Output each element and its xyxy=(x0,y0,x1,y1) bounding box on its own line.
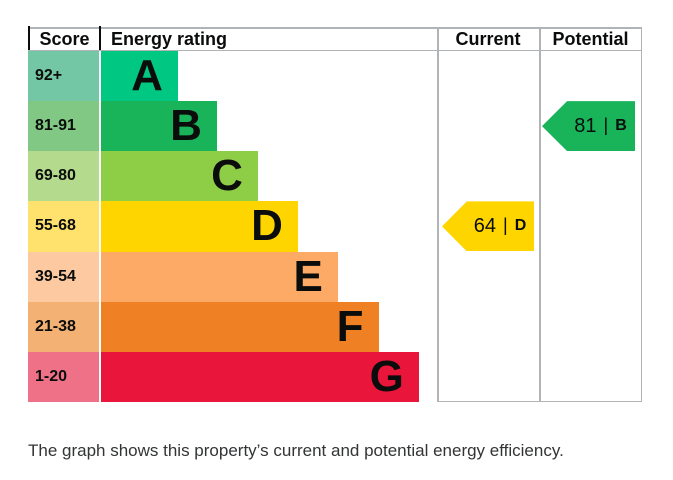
band-bar: E xyxy=(101,251,338,302)
energy-rating-column-header: Energy rating xyxy=(111,29,228,49)
band-score-range: 81-91 xyxy=(28,101,99,152)
band-letter: F xyxy=(336,301,364,351)
band-bar: G xyxy=(101,351,419,402)
band-bar-area: B xyxy=(101,101,437,152)
band-row-d: 55-68 D xyxy=(28,201,642,252)
potential-score-value: 81 xyxy=(574,114,597,137)
band-letter: D xyxy=(251,201,283,251)
band-bar-area: A xyxy=(101,51,437,102)
band-row-g: 1-20 G xyxy=(28,351,642,402)
band-bar-area: F xyxy=(101,301,437,352)
potential-column-right-border xyxy=(640,27,642,402)
potential-column-header: Potential xyxy=(552,29,629,49)
band-score-range: 39-54 xyxy=(28,251,99,302)
energy-rating-chart: Score Energy rating Current Potential 92… xyxy=(28,26,642,402)
band-letter: C xyxy=(211,151,243,201)
band-bar: F xyxy=(101,301,379,352)
band-letter: A xyxy=(131,51,163,101)
band-bar-area: D xyxy=(101,201,437,252)
score-column-header: Score xyxy=(39,29,90,49)
potential-band-letter: B xyxy=(615,117,627,135)
band-row-c: 69-80 C xyxy=(28,151,642,202)
band-bar-area: E xyxy=(101,251,437,302)
band-score-range: 1-20 xyxy=(28,351,99,402)
chart-header: Score Energy rating Current Potential xyxy=(28,29,642,50)
band-row-a: 92+ A xyxy=(28,51,642,102)
current-band-letter: D xyxy=(514,217,527,235)
potential-column-left-border xyxy=(539,27,541,402)
band-bar: C xyxy=(101,151,258,202)
current-column-left-border xyxy=(437,27,439,402)
band-row-e: 39-54 E xyxy=(28,251,642,302)
potential-separator: | xyxy=(603,114,609,135)
current-separator: | xyxy=(503,214,508,235)
score-header-right-border xyxy=(99,26,101,51)
band-row-f: 21-38 F xyxy=(28,301,642,352)
columns-bottom-border xyxy=(437,400,642,402)
band-letter: G xyxy=(369,351,404,401)
band-bar: D xyxy=(101,201,298,252)
score-header-left-border xyxy=(28,26,30,51)
band-bar-area: C xyxy=(101,151,437,202)
band-bar-area: G xyxy=(101,351,437,402)
band-score-range: 69-80 xyxy=(28,151,99,202)
band-score-range: 21-38 xyxy=(28,301,99,352)
band-bar: B xyxy=(101,101,217,152)
band-score-range: 92+ xyxy=(28,51,99,102)
band-letter: E xyxy=(293,251,323,301)
current-score-value: 64 xyxy=(473,214,496,237)
current-column-header: Current xyxy=(455,29,521,49)
band-bar: A xyxy=(101,51,178,102)
chart-caption: The graph shows this property’s current … xyxy=(28,441,564,460)
band-row-b: 81-91 B xyxy=(28,101,642,152)
band-score-range: 55-68 xyxy=(28,201,99,252)
chart-top-border xyxy=(28,27,642,29)
header-bottom-border xyxy=(28,50,642,51)
band-rows: 92+ A 81-91 B 69-80 C 55-68 D 39-54 E 21-38 F 1-20 G xyxy=(28,51,642,402)
band-letter: B xyxy=(170,101,202,151)
